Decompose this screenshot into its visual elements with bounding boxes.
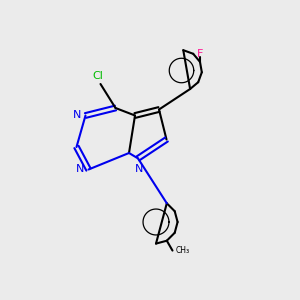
Text: N: N [135,164,144,174]
Text: N: N [76,164,84,175]
Text: Cl: Cl [92,71,103,81]
Text: F: F [197,50,203,59]
Text: N: N [73,110,81,121]
Text: CH₃: CH₃ [176,246,190,255]
